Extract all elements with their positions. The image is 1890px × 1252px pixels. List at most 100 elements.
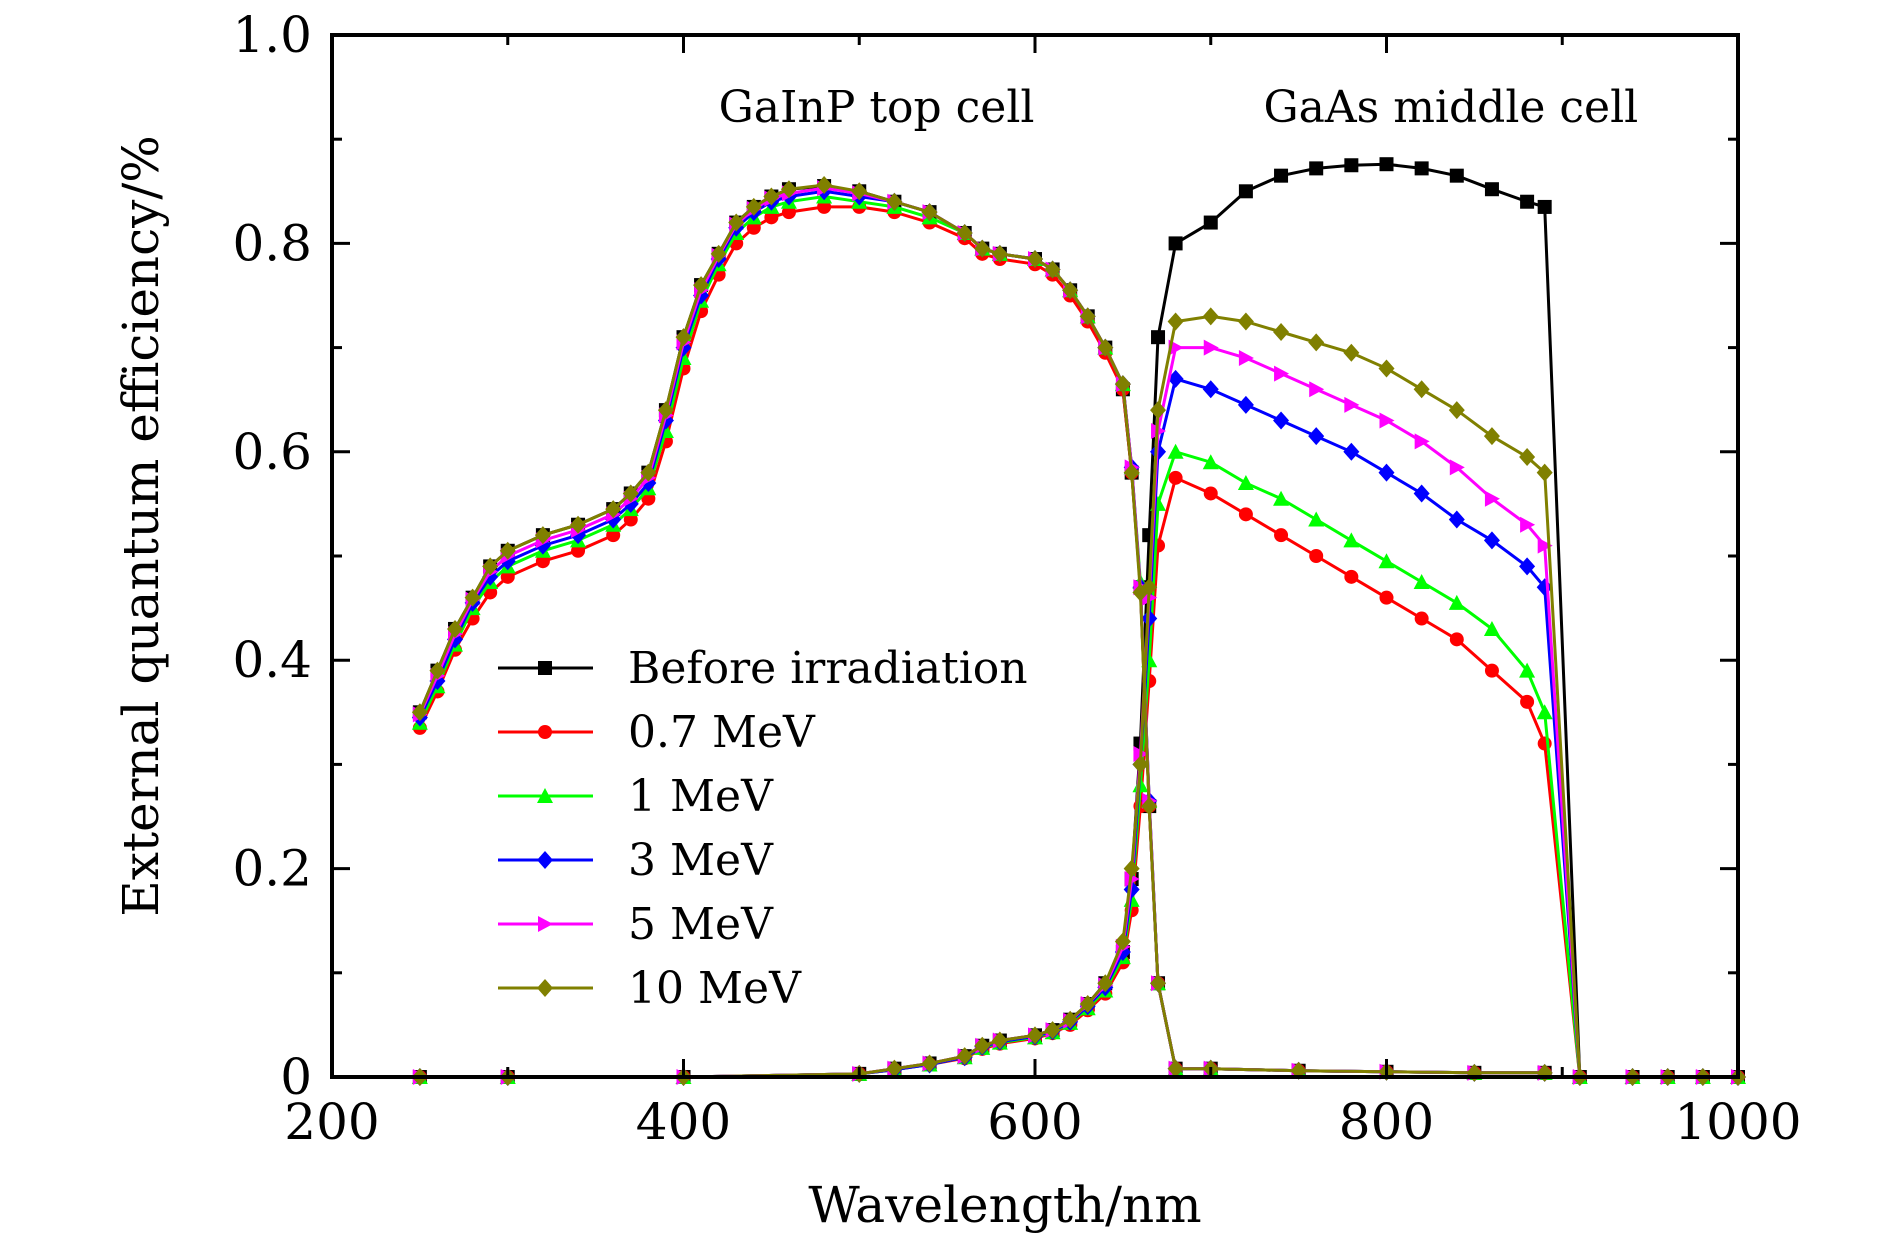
- series-5-middle-cell-line: [419, 314, 1738, 1079]
- series-4-middle-cell-point: [1309, 381, 1325, 398]
- series-5-top-cell-point: [1044, 260, 1061, 279]
- series-1-middle-cell-point: [1520, 694, 1535, 709]
- y-tick-label: 0: [280, 1048, 312, 1106]
- series-0-middle-cell-point: [1274, 168, 1289, 183]
- series-0-middle-cell-point: [1414, 161, 1429, 176]
- series-layer: [411, 157, 1746, 1086]
- series-5-top-cell-point: [956, 223, 973, 242]
- series-1-middle-cell-point: [1238, 507, 1253, 522]
- series-5-middle-cell-point: [1044, 1021, 1061, 1040]
- y-tick-label: 0.2: [232, 840, 312, 898]
- series-1-middle-cell-point: [1344, 569, 1359, 584]
- series-5-middle-cell-point: [1343, 343, 1360, 362]
- series-1-middle-cell-point: [1168, 470, 1183, 485]
- series-0-top-cell-line: [418, 184, 1545, 1075]
- x-tick-label: 400: [636, 1093, 731, 1151]
- annotation-label: GaAs middle cell: [1263, 82, 1638, 133]
- series-3-middle-cell-point: [1308, 427, 1325, 446]
- series-3-top-cell-line: [418, 189, 1545, 1075]
- series-1-middle-cell-point: [1274, 528, 1289, 543]
- series-5-middle-cell-point: [991, 1031, 1008, 1050]
- legend: Before irradiation 0.7 MeV 1 MeV 3 MeV 5 MeV…: [498, 643, 1028, 1014]
- series-5-top-cell-point: [657, 401, 674, 420]
- series-5-top-cell-point: [1097, 338, 1114, 357]
- x-tick-label: 200: [284, 1093, 379, 1151]
- series-4-middle-cell-line: [419, 346, 1738, 1079]
- series-4-middle-cell-point: [1484, 490, 1500, 507]
- series-4-middle-cell-point: [1449, 459, 1465, 476]
- series-5-top-cell-point: [499, 541, 516, 560]
- series-2-middle-cell-point: [1308, 511, 1325, 527]
- series-5-middle-cell-point: [1237, 312, 1254, 331]
- series-5-middle-cell-point: [1308, 333, 1325, 352]
- series-5-middle-cell-point: [1132, 755, 1149, 774]
- series-2-middle-cell-point: [1519, 662, 1536, 678]
- series-1-top-cell-line: [418, 205, 1545, 1075]
- series-0-middle-cell-point: [1151, 330, 1166, 345]
- legend-label: 1 MeV: [628, 771, 774, 822]
- series-5-top-cell-point: [974, 239, 991, 258]
- series-2-middle-cell-point: [1273, 490, 1290, 506]
- series-3-middle-cell-line: [419, 377, 1738, 1079]
- series-5-middle-cell-point: [1097, 974, 1114, 993]
- series-3: [411, 182, 1746, 1086]
- series-5-top-cell-point: [1123, 463, 1140, 482]
- legend-label: 10 MeV: [628, 963, 802, 1014]
- series-0: [412, 157, 1745, 1084]
- series-0-middle-cell-point: [1520, 194, 1535, 209]
- series-5-middle-cell-point: [1448, 401, 1465, 420]
- series-3-middle-cell-point: [1343, 442, 1360, 461]
- x-tick-label: 1000: [1674, 1093, 1801, 1151]
- legend-marker: [537, 979, 553, 997]
- series-5-top-cell-point: [1114, 375, 1131, 394]
- series-2-middle-cell-point: [1202, 454, 1219, 470]
- series-1-middle-cell-point: [1309, 549, 1324, 563]
- series-5-top-cell-point: [411, 703, 428, 722]
- y-tick-label: 1.0: [232, 6, 312, 64]
- series-2-middle-cell-point: [1378, 553, 1395, 569]
- legend-marker: [538, 916, 553, 932]
- series-0-middle-cell-point: [1238, 184, 1253, 199]
- legend-label: 5 MeV: [628, 899, 774, 950]
- series-2-middle-cell-point: [1448, 594, 1465, 610]
- series-1-middle-cell-line: [419, 475, 1738, 1079]
- series-5-top-cell-point: [570, 515, 587, 534]
- series-5-top-cell-point: [851, 182, 868, 201]
- series-5-top-cell-point: [482, 557, 499, 576]
- series-4-middle-cell-point: [1520, 516, 1536, 533]
- legend-marker: [537, 788, 553, 803]
- series-4-middle-cell-point: [1203, 339, 1219, 356]
- series-5-middle-cell-point: [956, 1047, 973, 1066]
- series-5-middle-cell-point: [1413, 380, 1430, 399]
- series-4-middle-cell-point: [1151, 422, 1167, 439]
- series-3-middle-cell-point: [1202, 380, 1219, 399]
- y-tick-label: 0.4: [232, 631, 312, 689]
- series-3-middle-cell-point: [1167, 369, 1184, 388]
- series-0-middle-cell-point: [1168, 236, 1183, 251]
- series-5-top-cell-point: [1141, 797, 1158, 816]
- series-1: [412, 199, 1745, 1084]
- series-5-top-cell-point: [640, 463, 657, 482]
- series-4-middle-cell-point: [1537, 537, 1553, 554]
- series-4-middle-cell-point: [1124, 871, 1140, 888]
- series-5-top-cell-point: [1027, 250, 1043, 269]
- series-0-middle-cell-point: [1537, 199, 1552, 214]
- series-5-top-cell-point: [1079, 307, 1096, 326]
- series-5-middle-cell-point: [1123, 859, 1140, 878]
- series-2-middle-cell-point: [1413, 574, 1430, 590]
- series-1-middle-cell-point: [1484, 663, 1499, 678]
- series-4-middle-cell-point: [1238, 350, 1254, 367]
- series-2-top-cell-line: [418, 194, 1545, 1075]
- series-5-top-cell-point: [693, 276, 710, 295]
- series-3-middle-cell-point: [1519, 557, 1536, 576]
- series-5-middle-cell-point: [1150, 401, 1167, 420]
- series-5-top-cell-point: [1062, 281, 1079, 300]
- series-5-top-cell-point: [1167, 1059, 1184, 1078]
- x-tick-label: 800: [1339, 1093, 1434, 1151]
- series-5: [411, 176, 1746, 1086]
- series-2-middle-cell-point: [1536, 704, 1553, 720]
- series-5-middle-cell-point: [1519, 448, 1536, 467]
- legend-marker: [538, 661, 552, 675]
- series-4: [412, 180, 1746, 1085]
